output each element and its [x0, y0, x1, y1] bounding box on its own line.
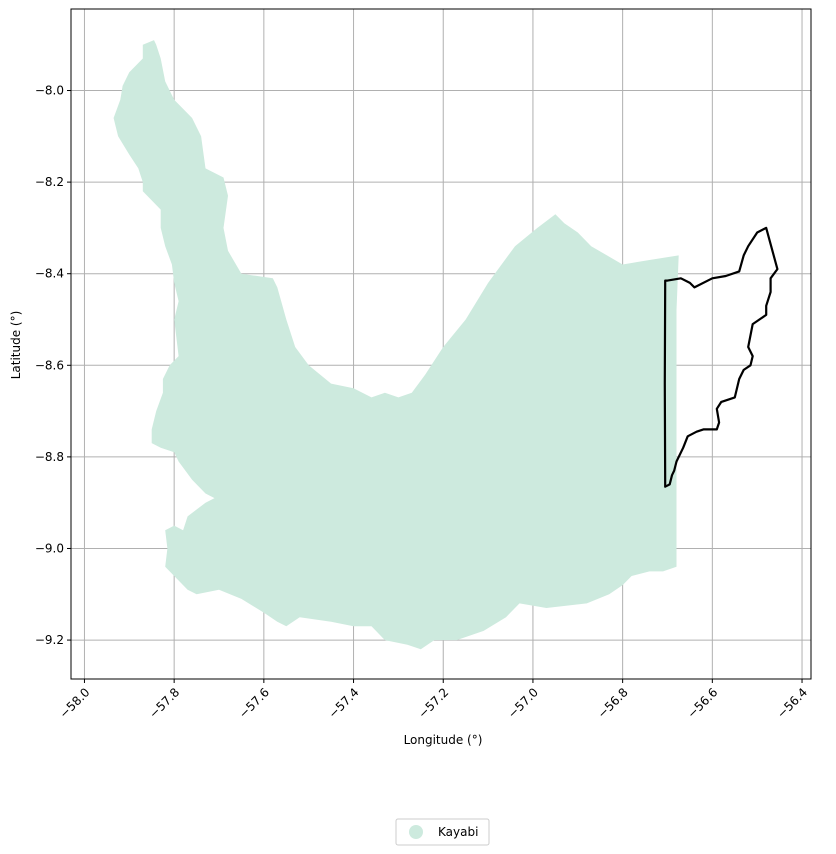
y-axis-ticks: −8.0 −8.2 −8.4 −8.6 −8.8 −9.0 −9.2 — [35, 84, 71, 647]
y-tick-label: −8.4 — [35, 267, 64, 281]
x-tick-label: −57.6 — [236, 685, 272, 721]
x-tick-label: −57.4 — [326, 685, 362, 721]
y-tick-label: −8.0 — [35, 84, 64, 98]
kayabi-region — [113, 40, 679, 650]
x-axis-ticks: −58.0 −57.8 −57.6 −57.4 −57.2 −57.0 −56.8 −56.6… — [57, 679, 810, 721]
y-axis-label: Latitude (°) — [9, 311, 23, 380]
y-tick-label: −8.6 — [35, 358, 64, 372]
y-tick-label: −8.8 — [35, 450, 64, 464]
x-axis-label: Longitude (°) — [404, 733, 483, 747]
kayabi-territory-polygon — [113, 40, 679, 650]
plot-frame — [70, 8, 812, 680]
x-tick-label: −57.0 — [505, 685, 541, 721]
boundary-outline — [663, 226, 779, 488]
legend-box — [395, 818, 490, 846]
x-tick-label: −57.2 — [415, 685, 451, 721]
boundary-outline-path — [663, 226, 779, 488]
x-tick-label: −56.4 — [774, 685, 810, 721]
x-tick-label: −56.6 — [685, 685, 721, 721]
legend-marker — [409, 825, 423, 839]
legend: Kayabi — [395, 818, 490, 846]
x-tick-label: −56.8 — [595, 685, 631, 721]
x-tick-label: −58.0 — [57, 685, 93, 721]
x-tick-label: −57.8 — [146, 685, 182, 721]
y-tick-label: −8.2 — [35, 175, 64, 189]
y-tick-label: −9.0 — [35, 541, 64, 555]
legend-label: Kayabi — [438, 825, 478, 839]
y-tick-label: −9.2 — [35, 633, 64, 647]
